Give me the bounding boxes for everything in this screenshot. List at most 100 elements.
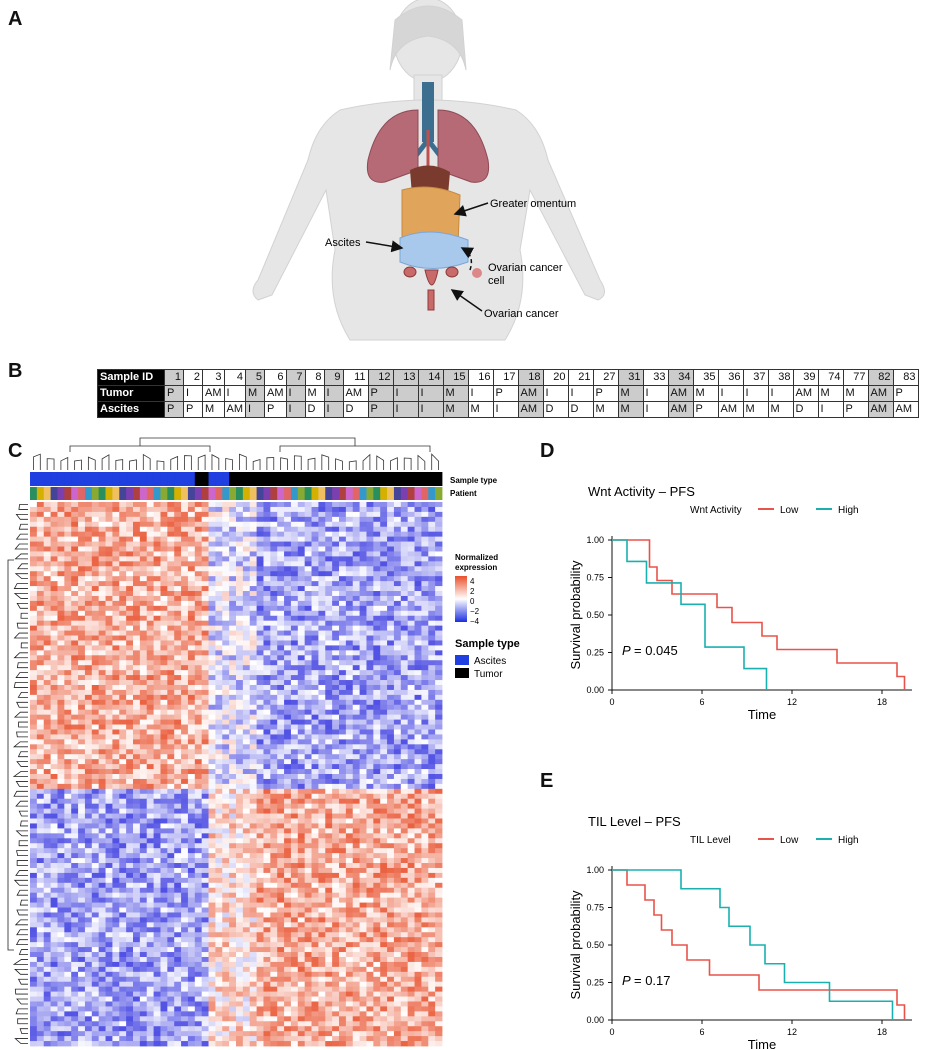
sample-cell-ascites: AM <box>223 401 246 418</box>
legend-title-line1: Normalized <box>455 553 498 562</box>
km-curve-low <box>612 869 906 1020</box>
sample-cell-id: 37 <box>742 369 769 386</box>
sample-cell-id: 4 <box>223 369 246 386</box>
sample-cell-id: 38 <box>767 369 794 386</box>
sample-cell-id: 7 <box>285 369 306 386</box>
annotation-label-patient: Patient <box>450 489 477 498</box>
sample-cell-id: 27 <box>592 369 619 386</box>
x-tick-label: 18 <box>877 697 887 707</box>
sample-cell-ascites: P <box>367 401 394 418</box>
sample-cell-ascites: AM <box>667 401 694 418</box>
sample-cell-tumor: I <box>323 385 344 402</box>
legend-title-line2: expression <box>455 563 497 572</box>
sample-cell-ascites: AM <box>867 401 894 418</box>
y-tick-label: 0.00 <box>586 1015 604 1025</box>
p-value-label: P <box>622 643 631 658</box>
sample-cell-ascites: M <box>442 401 469 418</box>
km-curve-high <box>612 539 768 690</box>
sample-cell-id: 13 <box>392 369 419 386</box>
km-curve-low <box>612 539 906 690</box>
panel-letter-b: B <box>8 360 23 382</box>
column-dendrogram <box>33 437 439 470</box>
sample-cell-id: 2 <box>183 369 203 386</box>
sample-cell-ascites: M <box>742 401 769 418</box>
sample-cell-ascites: M <box>467 401 494 418</box>
sample-cell-id: 33 <box>642 369 669 386</box>
sample-cell-id: 16 <box>467 369 494 386</box>
sample-cell-ascites: I <box>245 401 265 418</box>
sample-cell-id: 21 <box>567 369 594 386</box>
axes <box>611 866 912 1021</box>
legend-colorbar <box>455 576 467 622</box>
sample-cell-ascites: M <box>617 401 644 418</box>
km-chart-wnt: Wnt Activity – PFS Wnt Activity Low High 0.0… <box>568 484 912 722</box>
sample-cell-ascites: I <box>323 401 344 418</box>
ascites-icon <box>399 231 469 269</box>
sample-cell-tumor: I <box>223 385 246 402</box>
legend-tick-label: −2 <box>470 607 480 616</box>
sample-cell-id: 82 <box>867 369 894 386</box>
sample-cell-tumor: AM <box>517 385 544 402</box>
sample-cell-id: 15 <box>442 369 469 386</box>
legend-ticks: 420−2−4 <box>470 577 480 626</box>
sample-cell-id: 31 <box>617 369 644 386</box>
sample-cell-tumor: AM <box>667 385 694 402</box>
y-axis-label: Survival probability <box>568 560 583 670</box>
sample-cell-tumor: I <box>542 385 569 402</box>
sample-cell-id: 20 <box>542 369 569 386</box>
sample-cell-tumor: P <box>367 385 394 402</box>
sample-cell-tumor: I <box>183 385 203 402</box>
sample-cell-id: 74 <box>817 369 844 386</box>
annotation-bars <box>30 472 443 500</box>
y-axis-label: Survival probability <box>568 890 583 1000</box>
y-tick-label: 0.50 <box>586 610 604 620</box>
sample-type-legend-title: Sample type <box>455 638 520 650</box>
sample-cell-ascites: I <box>817 401 844 418</box>
legend-title: Wnt Activity <box>690 505 742 516</box>
y-tick-label: 1.00 <box>586 535 604 545</box>
annotation-label-sample-type: Sample type <box>450 476 498 485</box>
y-tick-label: 0.75 <box>586 903 604 913</box>
legend-tick-label: 2 <box>470 587 475 596</box>
sample-cell-id: 18 <box>517 369 544 386</box>
sample-cell-ascites: D <box>792 401 819 418</box>
panel-letter-e: E <box>540 770 554 792</box>
sample-cell-ascites: I <box>642 401 669 418</box>
sample-cell-tumor: P <box>492 385 519 402</box>
x-tick-label: 6 <box>699 697 704 707</box>
sample-cell-ascites: I <box>417 401 444 418</box>
sample-cell-tumor: I <box>717 385 744 402</box>
sample-cell-id: 6 <box>264 369 287 386</box>
y-tick-label: 0.25 <box>586 978 604 988</box>
x-axis-label: Time <box>748 1037 776 1050</box>
row-header-tumor: Tumor <box>97 385 165 402</box>
sample-cell-ascites: P <box>164 401 184 418</box>
p-value: = 0.045 <box>634 643 678 658</box>
sample-cell-id: 9 <box>323 369 344 386</box>
y-tick-label: 0.75 <box>586 573 604 583</box>
sample-cell-tumor: M <box>245 385 265 402</box>
sample-cell-ascites: D <box>567 401 594 418</box>
legend-label-low: Low <box>780 505 799 516</box>
sample-cell-tumor: M <box>817 385 844 402</box>
row-header-ascites: Ascites <box>97 401 165 418</box>
label-ovarian-cancer: Ovarian cancer <box>484 308 559 320</box>
sample-cell-tumor: I <box>392 385 419 402</box>
sample-cell-id: 12 <box>367 369 394 386</box>
sample-cell-ascites: M <box>592 401 619 418</box>
sample-cell-id: 1 <box>164 369 184 386</box>
label-greater-omentum: Greater omentum <box>490 198 576 210</box>
sample-cell-tumor: M <box>304 385 325 402</box>
legend-label-tumor: Tumor <box>474 669 503 680</box>
sample-cell-id: 11 <box>342 369 369 386</box>
sample-cell-ascites: D <box>304 401 325 418</box>
x-tick-label: 18 <box>877 1027 887 1037</box>
sample-cell-ascites: P <box>183 401 203 418</box>
sample-cell-tumor: M <box>842 385 869 402</box>
label-ascites: Ascites <box>325 237 361 249</box>
sample-cell-tumor: M <box>692 385 719 402</box>
sample-cell-id: 17 <box>492 369 519 386</box>
sample-cell-ascites: I <box>285 401 306 418</box>
sample-cell-id: 35 <box>692 369 719 386</box>
sample-cell-id: 39 <box>792 369 819 386</box>
